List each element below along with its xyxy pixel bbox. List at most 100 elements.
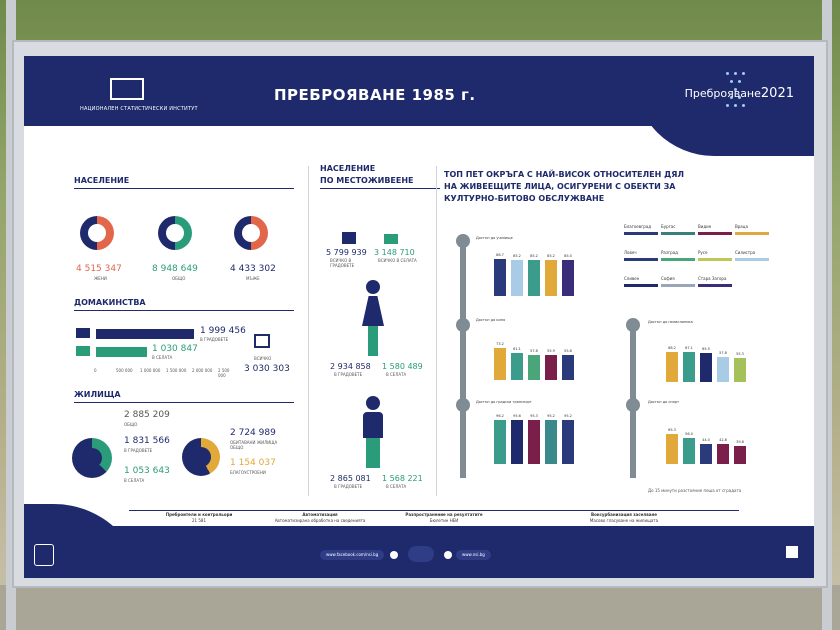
- bar-value-label: 96.2: [496, 413, 504, 418]
- population-underline: [74, 188, 294, 189]
- bar-value-label: 95.3: [530, 414, 538, 419]
- dwellings-total-label: ОБЩО: [124, 422, 138, 427]
- households-total-house-icon: [254, 334, 270, 348]
- chart-bar: [494, 347, 506, 380]
- legend-swatch: [624, 258, 658, 261]
- dwellings-cities-value: 1 831 566: [124, 436, 170, 446]
- men-cities-value: 2 865 081: [330, 474, 371, 483]
- top5-heading-3: КУЛТУРНО-БИТОВО ОБСЛУЖВАНЕ: [444, 194, 605, 203]
- footer-col1-title: Преброители и контрольори: [165, 512, 233, 517]
- top5-heading-2: НА ЖИВЕЕЩИТЕ ЛИЦА, ОСИГУРЕНИ С ОБЕКТИ ЗА: [444, 182, 676, 191]
- residence-underline: [320, 188, 440, 189]
- clinic-chart: Достъп до поликлиника 68.2 67.1 65.5 57.8 55.…: [648, 320, 758, 382]
- axis-tick: 2 000 000: [192, 368, 213, 373]
- man-icon: [358, 396, 388, 468]
- chart-bar: [666, 434, 678, 464]
- dwellings-underline: [74, 402, 294, 403]
- women-villages-label: В СЕЛАТА: [386, 372, 407, 377]
- bar-value-label: 86.7: [496, 253, 504, 258]
- bar-value-label: 42.8: [719, 438, 727, 443]
- dwellings-heading: ЖИЛИЩА: [74, 390, 121, 399]
- men-cities-label: В ГРАДОВЕТЕ: [334, 484, 363, 489]
- school-icon: [456, 234, 470, 248]
- residence-heading-1: НАСЕЛЕНИЕ: [320, 164, 376, 173]
- census-logo-panel: [634, 56, 814, 156]
- chart-bar: [717, 444, 729, 464]
- chart-bar: [528, 354, 540, 380]
- inhabited-label: ОБИТАВАНИ ЖИЛИЩА ОБЩО: [230, 440, 278, 450]
- sport-icon: [626, 398, 640, 412]
- residence-cities-value: 5 799 939: [326, 248, 367, 257]
- men-label: МЪЖЕ: [246, 276, 260, 281]
- footer-col1-value: 21 581: [192, 518, 206, 523]
- footer-col4-value: Масово гласуване на жилищата: [589, 518, 659, 523]
- legend-swatch: [661, 258, 695, 261]
- legend-swatch: [624, 284, 658, 287]
- chart-bar: [511, 260, 523, 296]
- bar-value-label: 55.9: [547, 349, 555, 354]
- legend-label: Благоевград: [624, 224, 651, 229]
- legend-label: Разград: [661, 250, 678, 255]
- legend-label: Русе: [698, 250, 708, 255]
- households-total-label: ВСИЧКО: [254, 356, 272, 361]
- households-heading: ДОМАКИНСТВА: [74, 298, 146, 307]
- chart-bar: [494, 259, 506, 296]
- bar-value-label: 39.8: [736, 439, 744, 444]
- households-cities-label: В ГРАДОВЕТЕ: [200, 337, 229, 342]
- axis-tick: 1 500 000: [166, 368, 187, 373]
- footer-col3-title: Разпространение на резултатите: [405, 512, 483, 517]
- chart-bar: [528, 260, 540, 296]
- bar-value-label: 85.2: [530, 254, 538, 258]
- legend-label: Видин: [698, 224, 712, 229]
- legend-label: Стара Загора: [698, 276, 727, 281]
- households-cities-value: 1 999 456: [200, 326, 246, 336]
- chart-bar: [734, 357, 746, 382]
- amenities-value: 1 154 037: [230, 458, 276, 468]
- legend-swatch: [661, 284, 695, 287]
- dwellings-donut: [72, 438, 112, 478]
- households-villages-bar: [96, 347, 147, 357]
- women-villages-value: 1 580 489: [382, 362, 423, 371]
- chart-bar: [666, 351, 678, 382]
- bar-value-label: 68.2: [668, 345, 676, 350]
- chart-bar: [511, 420, 523, 464]
- transport-icon: [456, 398, 470, 412]
- city-icon: [342, 232, 356, 244]
- total-value: 8 948 649: [152, 264, 198, 274]
- chart-bar: [683, 352, 695, 382]
- woman-icon: [358, 280, 388, 358]
- chart-bar: [717, 356, 729, 382]
- chart-legend: Благоевград Бургас Видин Враца Ловеч Разград Р…: [624, 224, 774, 314]
- chart-title: Достъп до градски транспорт: [476, 400, 532, 404]
- bar-value-label: 85.0: [564, 254, 572, 259]
- column-divider: [436, 166, 437, 496]
- axis-tick: 1 000 000: [140, 368, 161, 373]
- chart-bar: [494, 419, 506, 464]
- institute-name: НАЦИОНАЛЕН СТАТИСТИЧЕСКИ ИНСТИТУТ: [80, 106, 198, 112]
- legend-label: Силистра: [735, 250, 756, 255]
- bar-value-label: 73.2: [496, 341, 504, 346]
- legend-label: София: [661, 276, 675, 281]
- bar-value-label: 57.8: [530, 348, 538, 353]
- facebook-link[interactable]: www.facebook.com/nsi.bg: [320, 550, 385, 560]
- building-icon: [76, 328, 90, 338]
- bar-value-label: 55.8: [564, 349, 572, 354]
- chart-bar: [545, 260, 557, 296]
- dwellings-cities-label: В ГРАДОВЕТЕ: [124, 448, 153, 453]
- chart-bar: [700, 353, 712, 382]
- school-chart: Достъп до училище 86.7 85.2 85.2 85.2 85.0: [476, 236, 586, 296]
- footer-curve: [24, 504, 144, 578]
- footer-col2-value: Автоматизирана обработка на сведенията: [274, 518, 366, 523]
- footer-col2-title: Автоматизация: [302, 512, 338, 517]
- axis-tick: 2 500 000: [218, 368, 230, 378]
- legend-swatch: [661, 232, 695, 235]
- bar-value-label: 85.2: [547, 254, 555, 258]
- website-link[interactable]: www.nsi.bg: [456, 550, 491, 560]
- bar-value-label: 44.0: [702, 437, 710, 442]
- bar-value-label: 95.6: [513, 414, 521, 419]
- village-icon: [384, 234, 398, 244]
- men-villages-label: В СЕЛАТА: [386, 484, 407, 489]
- census-board: НАЦИОНАЛЕН СТАТИСТИЧЕСКИ ИНСТИТУТ ПРЕБРО…: [24, 56, 814, 578]
- chart-title: Достъп до поликлиника: [648, 320, 693, 324]
- population-heading: НАСЕЛЕНИЕ: [74, 176, 130, 185]
